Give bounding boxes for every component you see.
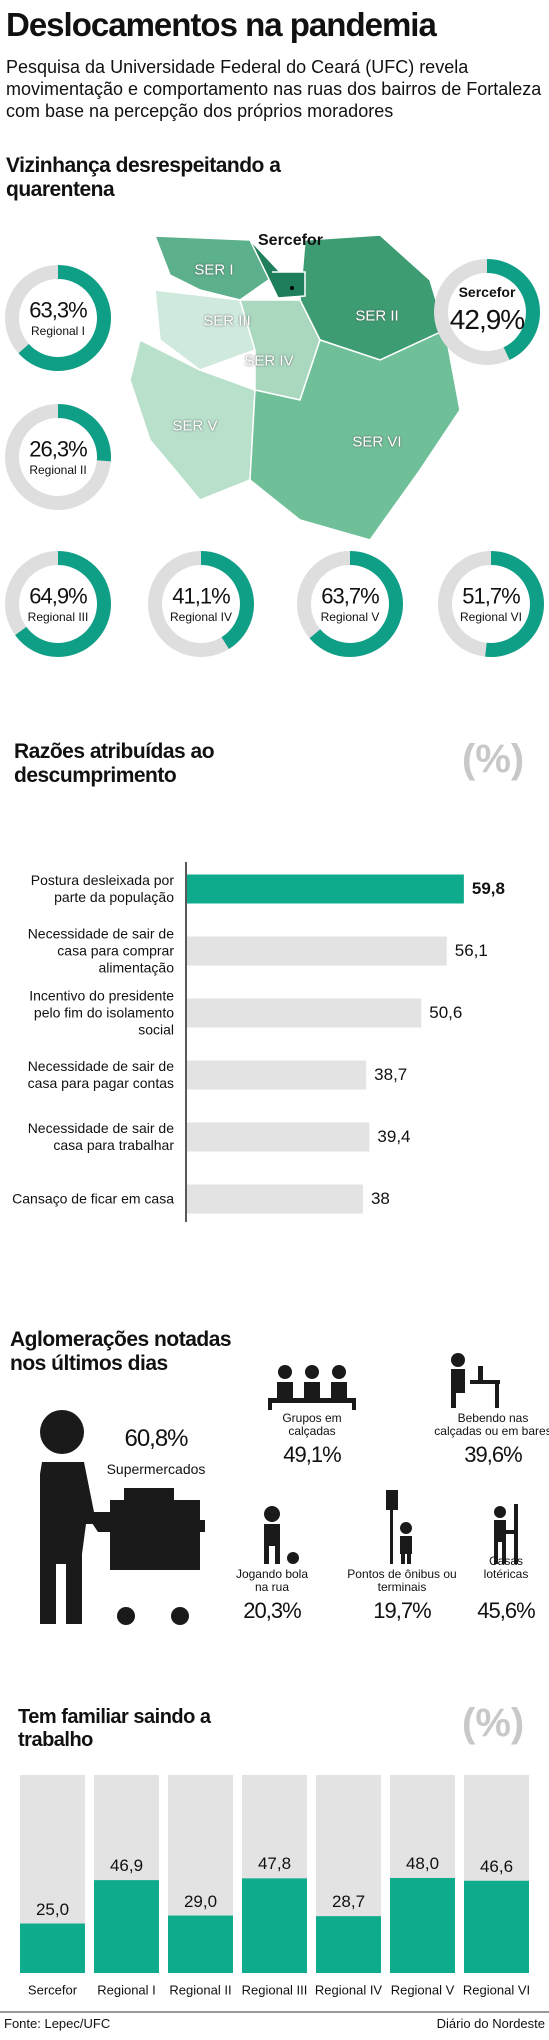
map-label: SER VI (352, 433, 402, 451)
bar-value: 56,1 (454, 941, 488, 961)
crowd-value: 49,1% (283, 1442, 341, 1467)
bar-value: 59,8 (471, 879, 505, 899)
column-value: 29,0 (183, 1891, 218, 1911)
donut-label: Regional VI (459, 610, 523, 625)
bar (187, 1122, 370, 1152)
map-sercefor (249, 239, 306, 299)
donut-value: 63,7% (321, 583, 379, 609)
bar (187, 1060, 367, 1090)
map-label: SER III (203, 312, 251, 330)
donut-arc (438, 551, 544, 657)
crowd-value: 19,7% (373, 1598, 431, 1623)
donut-arc (297, 551, 403, 657)
crowd-label: Jogando bola na rua (235, 1567, 309, 1594)
map-ser-iii (154, 289, 256, 371)
unit: (%) (462, 1701, 525, 1745)
unit: (%) (462, 737, 525, 781)
bar-value: 38 (370, 1189, 390, 1209)
map-ser-v (129, 338, 256, 501)
bar-label: Necessidade de sair de casa para trabalh… (27, 1120, 174, 1153)
column (464, 1880, 529, 1973)
subtitle: Pesquisa da Universidade Federal do Cear… (6, 57, 542, 121)
donut-value: 41,1% (172, 583, 230, 609)
donut-label: Regional IV (169, 610, 233, 625)
crowd-value: 39,6% (464, 1442, 522, 1467)
column-value: 25,0 (35, 1899, 70, 1919)
column-label: Sercefor (27, 1982, 78, 1998)
bar-value: 39,4 (377, 1127, 411, 1147)
column-label: Regional III (241, 1982, 308, 1998)
donut-label: Regional II (29, 463, 87, 478)
donut-arc (5, 404, 111, 510)
crowd-value: 20,3% (243, 1598, 301, 1623)
donut-value: 64,9% (29, 583, 87, 609)
column-label: Regional IV (314, 1982, 383, 1998)
column (168, 1915, 233, 1973)
donut-value: 42,9% (449, 303, 525, 335)
column (390, 1877, 455, 1973)
crowd-label: Supermercados (106, 1461, 206, 1477)
credit: Diário do Nordeste (436, 2016, 545, 2031)
crowd-value: 45,6% (477, 1598, 535, 1623)
column-value: 46,9 (109, 1856, 144, 1876)
crowd-value: 60,8% (124, 1425, 188, 1452)
donut-value: 26,3% (29, 436, 87, 462)
column (94, 1880, 159, 1973)
crowd-label: Pontos de ônibus ou terminais (347, 1567, 457, 1594)
map-label: SER V (172, 417, 218, 435)
icons (40, 1353, 518, 1625)
map-label: SER IV (244, 352, 294, 370)
column (20, 1923, 85, 1973)
bar (187, 1184, 363, 1214)
map-highlight: Sercefor (258, 232, 323, 249)
column-label: Regional I (97, 1982, 156, 1998)
section-title: Razões atribuídas ao descumprimento (14, 740, 215, 788)
donut-label: Regional III (27, 610, 89, 625)
bar (187, 936, 447, 966)
column (242, 1878, 307, 1973)
section-title: Tem familiar saindo a trabalho (18, 1706, 211, 1751)
crowd-label: Bebendo nas calçadas ou em bares (434, 1411, 549, 1438)
map (129, 234, 461, 541)
bar-label: Necessidade de sair de casa para pagar c… (27, 1058, 174, 1091)
section-title: Aglomerações notadas nos últimos dias (10, 1328, 232, 1376)
title: Deslocamentos na pandemia (6, 6, 437, 43)
bar-label: Incentivo do presidente pelo fim do isol… (29, 987, 174, 1038)
bar-label: Necessidade de sair de casa para comprar… (27, 925, 174, 976)
donut-arc (5, 265, 111, 371)
donut-label: Sercefor (458, 283, 516, 300)
column-value: 46,6 (479, 1856, 514, 1876)
column-label: Regional II (169, 1982, 232, 1998)
bar-value: 38,7 (374, 1065, 408, 1085)
bar-value: 50,6 (429, 1003, 463, 1023)
donut-arc (148, 551, 254, 657)
column-value: 48,0 (405, 1854, 440, 1874)
map-label: SER I (194, 261, 234, 279)
column-label: Regional VI (462, 1982, 531, 1998)
column-value: 28,7 (331, 1892, 366, 1912)
bar (187, 874, 464, 904)
donut-label: Regional I (30, 324, 86, 339)
bar-label: Postura desleixada por parte da populaçã… (30, 872, 174, 905)
donut-value: 63,3% (29, 297, 87, 323)
donut-arc (5, 551, 111, 657)
column-label: Regional V (390, 1982, 455, 1998)
map-label: SER II (355, 307, 399, 325)
map-dot (290, 286, 294, 290)
donut-label: Regional V (320, 610, 380, 625)
column-value: 47,8 (257, 1854, 292, 1874)
source: Fonte: Lepec/UFC (4, 2016, 111, 2031)
crowd-label: Casas lotéricas (483, 1554, 529, 1581)
column (316, 1916, 381, 1973)
crowd-label: Grupos em calçadas (282, 1411, 342, 1438)
section-title: Vizinhança desrespeitando a quarentena (6, 154, 281, 202)
donut-value: 51,7% (462, 583, 520, 609)
donut-arc (434, 259, 540, 365)
bar-label: Cansaço de ficar em casa (12, 1190, 174, 1207)
bar (187, 998, 422, 1028)
map-ser-vi (249, 328, 461, 541)
